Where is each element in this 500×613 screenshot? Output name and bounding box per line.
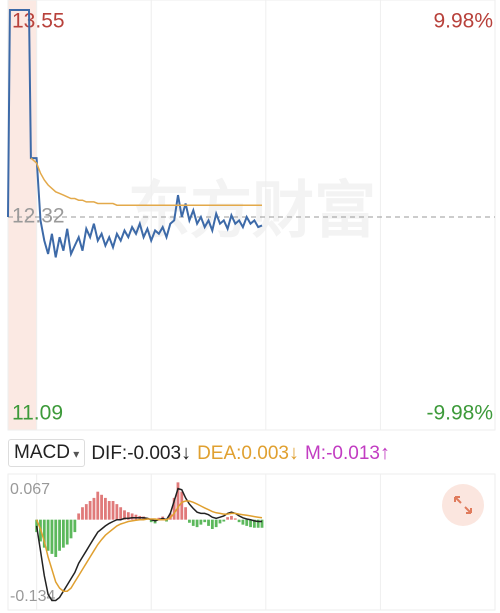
macd-bar	[92, 497, 96, 520]
auction-band	[8, 0, 37, 430]
y-tick-label: 13.55	[12, 10, 65, 33]
legend-arrow: ↓	[288, 441, 299, 464]
legend-text: M:-0.013	[304, 442, 380, 464]
macd-bar	[88, 501, 92, 520]
macd-bar	[241, 519, 245, 525]
y-tick-label: -0.134	[10, 588, 55, 605]
macd-bar	[230, 515, 233, 520]
macd-bar	[35, 519, 39, 533]
macd-bar	[107, 501, 111, 520]
macd-bar	[180, 491, 184, 520]
macd-bar	[191, 519, 195, 526]
macd-bar	[245, 519, 249, 526]
macd-bar	[188, 519, 191, 523]
watermark: 东方财富	[128, 176, 376, 245]
plot-layer: 13.55 12.32 11.09 9.98% -9.98% 0.067 -0.134	[7, 0, 496, 610]
legend-item: DIF:-0.003↓	[91, 442, 191, 465]
macd-bar	[195, 519, 199, 528]
macd-bar	[172, 497, 176, 520]
y2-tick-label: 9.98%	[433, 10, 493, 33]
average-line	[30, 157, 262, 206]
macd-bar	[115, 504, 119, 520]
macd-bar	[123, 510, 126, 520]
y-tick-label: 0.067	[10, 481, 50, 498]
macd-bar	[96, 491, 100, 520]
legend-item: DEA:0.003↓	[197, 442, 299, 465]
macd-bar	[73, 519, 77, 533]
macd-bar	[130, 513, 134, 520]
macd-bar	[104, 497, 107, 520]
macd-bar	[46, 519, 50, 551]
indicator-bar: MACD DIF:-0.003↓DEA:0.003↓M:-0.013↑	[8, 437, 396, 469]
y2-tick-label: -9.98%	[426, 402, 493, 425]
legend-item: M:-0.013↑	[305, 442, 390, 465]
macd-bar	[203, 519, 207, 523]
price-line	[7, 9, 263, 258]
macd-bar	[42, 519, 46, 548]
expand-button[interactable]	[442, 484, 484, 526]
legend-text: DEA:0.003	[197, 442, 289, 464]
dif-line	[35, 487, 262, 602]
dea-line	[35, 500, 263, 592]
macd-bar	[165, 519, 168, 522]
macd-bar	[226, 517, 230, 520]
macd-bar	[77, 513, 81, 520]
legend-text: DIF:-0.003	[91, 442, 182, 464]
macd-bar	[252, 519, 256, 528]
macd-bar	[249, 519, 252, 528]
macd-frame	[7, 473, 496, 611]
macd-bar	[119, 507, 123, 520]
macd-bar	[210, 519, 214, 529]
macd-bar	[69, 519, 73, 539]
macd-bar	[61, 519, 65, 548]
macd-bar	[111, 501, 115, 520]
macd-bar	[58, 519, 61, 551]
macd-bar	[100, 494, 103, 520]
macd-bar	[50, 519, 54, 554]
macd-bar	[260, 519, 264, 528]
macd-bar	[176, 482, 180, 520]
y-tick-label: 11.09	[12, 402, 63, 425]
macd-bar	[149, 519, 153, 523]
macd-bar	[54, 519, 58, 557]
macd-bar	[207, 519, 210, 526]
legend-arrow: ↓	[181, 441, 192, 464]
macd-bar	[184, 507, 188, 520]
macd-bar	[222, 519, 226, 522]
macd-bar	[81, 507, 84, 520]
macd-bar	[65, 519, 69, 545]
macd-bar	[84, 504, 88, 520]
macd-bar	[168, 513, 172, 520]
expand-icon	[454, 496, 472, 514]
indicator-select[interactable]: MACD	[8, 439, 86, 467]
macd-bar	[237, 519, 241, 523]
y-tick-label: 12.32	[12, 205, 65, 228]
macd-bar	[233, 518, 237, 520]
macd-bar	[218, 519, 222, 524]
legend-arrow: ↑	[379, 441, 390, 464]
macd-bar	[126, 512, 130, 520]
macd-bar	[256, 519, 260, 528]
macd-bar	[157, 517, 161, 520]
macd-bar	[214, 519, 218, 528]
macd-bar	[199, 519, 203, 525]
